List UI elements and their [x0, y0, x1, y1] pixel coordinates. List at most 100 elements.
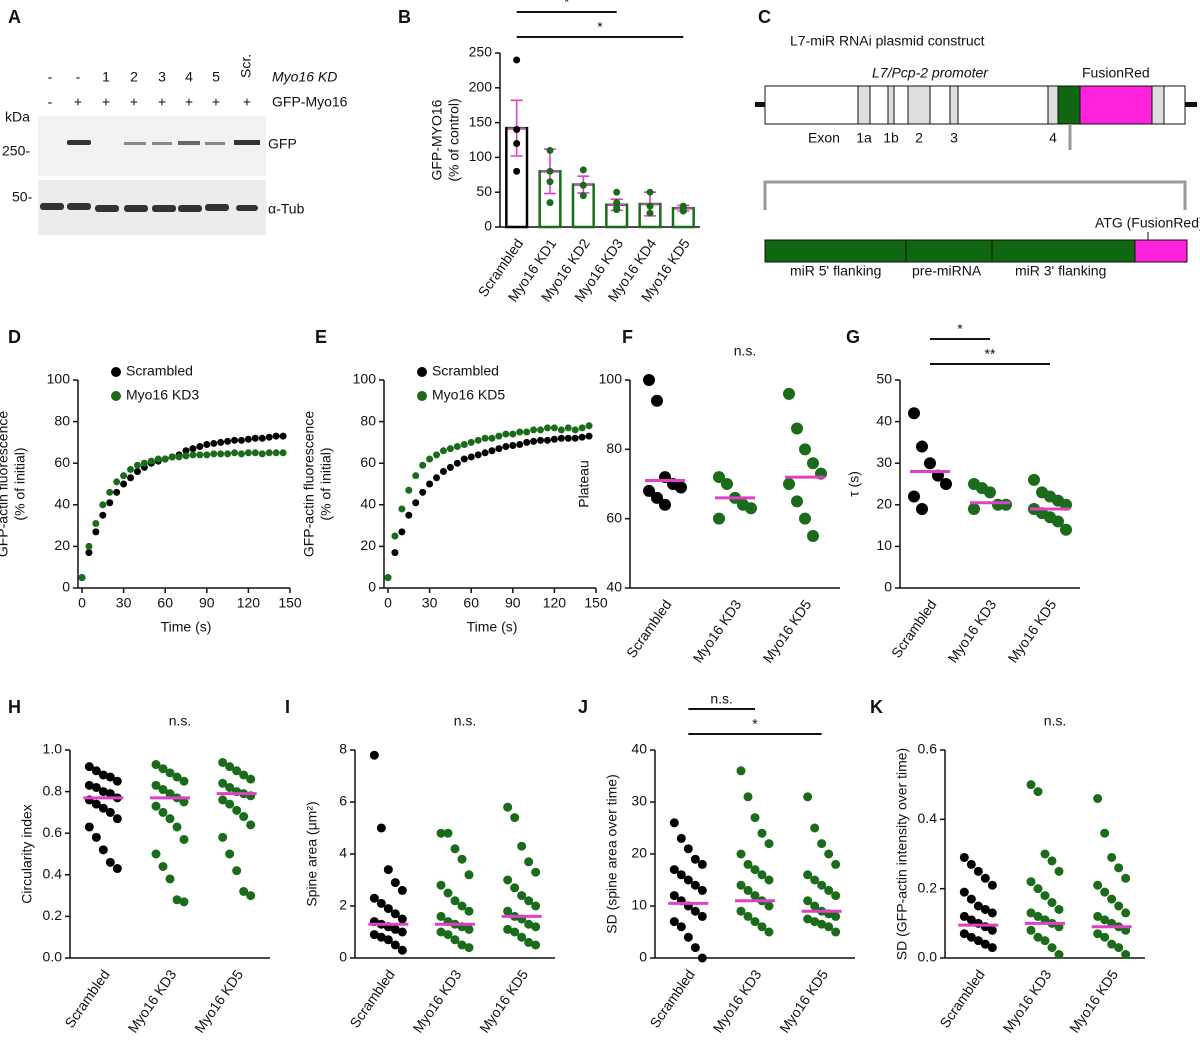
data-point — [531, 940, 541, 950]
panel-letter: C — [758, 7, 771, 27]
data-point — [807, 530, 819, 542]
data-point — [503, 924, 513, 934]
x-tick-label: 90 — [199, 595, 215, 611]
x-tick-label: Scrambled — [346, 967, 397, 1031]
significance-label: n.s. — [710, 691, 733, 707]
data-point — [369, 930, 379, 940]
data-point — [203, 440, 211, 448]
data-point — [697, 911, 707, 921]
significance-label: n.s. — [734, 343, 757, 359]
data-point — [757, 828, 767, 838]
y-tick-label: 0.4 — [43, 866, 63, 882]
data-point — [84, 762, 94, 772]
data-point — [151, 780, 161, 790]
significance-label: n.s. — [454, 713, 477, 729]
data-point — [239, 886, 249, 896]
data-point — [158, 764, 168, 774]
data-point — [1121, 950, 1131, 960]
data-point — [158, 807, 168, 817]
data-point — [676, 833, 686, 843]
data-point — [810, 917, 820, 927]
data-point — [1052, 515, 1064, 528]
data-point — [987, 925, 997, 935]
x-tick-label: 120 — [543, 595, 567, 611]
data-point — [669, 891, 679, 901]
data-point — [1100, 915, 1110, 925]
data-point — [265, 449, 273, 457]
data-point — [457, 940, 467, 950]
significance-label: * — [564, 0, 570, 10]
legend-marker — [111, 391, 121, 401]
y-tick-label: 200 — [469, 79, 493, 95]
data-point — [91, 766, 101, 776]
y-tick-label: 150 — [469, 113, 493, 129]
data-point — [151, 849, 161, 859]
x-axis-label: Time (s) — [467, 619, 518, 635]
data-point — [481, 434, 489, 442]
data-point — [646, 188, 654, 196]
x-tick-label: Myo16 KD5 — [1004, 597, 1059, 666]
data-point — [98, 845, 108, 855]
y-tick-label: 40 — [631, 741, 647, 757]
lane-label: + — [185, 94, 193, 110]
data-point — [120, 480, 128, 488]
data-point — [113, 478, 121, 486]
x-tick-label: Myo16 KD3 — [999, 967, 1054, 1036]
data-point — [578, 433, 586, 441]
data-point — [217, 438, 225, 446]
data-point — [464, 924, 474, 934]
lane-label: + — [212, 94, 220, 110]
data-point — [537, 426, 545, 434]
data-point — [675, 481, 687, 494]
data-point — [523, 428, 531, 436]
y-tick-label: 0.2 — [918, 879, 938, 895]
data-point — [1047, 943, 1057, 953]
data-point — [579, 181, 587, 189]
data-point — [517, 891, 527, 901]
data-point — [224, 450, 232, 458]
data-point — [426, 480, 434, 488]
data-point — [966, 932, 976, 942]
data-point — [530, 426, 538, 434]
data-point — [457, 901, 467, 911]
data-point — [390, 924, 400, 934]
data-point — [224, 437, 232, 445]
data-point — [279, 449, 287, 457]
data-point — [91, 832, 101, 842]
data-point — [764, 927, 774, 937]
data-point — [697, 859, 707, 869]
y-axis-label: Circularity index — [19, 804, 35, 904]
data-point — [613, 206, 621, 214]
data-point — [1047, 898, 1057, 908]
data-point — [831, 911, 841, 921]
data-point — [172, 822, 182, 832]
data-point — [453, 443, 461, 451]
y-tick-label: 40 — [360, 496, 376, 512]
data-point — [140, 459, 148, 467]
data-point — [697, 953, 707, 963]
data-point — [265, 433, 273, 441]
data-point — [1040, 936, 1050, 946]
data-point — [531, 867, 541, 877]
data-point — [217, 450, 225, 458]
x-tick-label: Myo16 KD5 — [191, 967, 246, 1036]
y-tick-label: 40 — [54, 496, 70, 512]
data-point — [1033, 911, 1043, 921]
data-point — [106, 499, 114, 507]
data-point — [225, 782, 235, 792]
data-point — [1114, 863, 1124, 873]
data-point — [85, 542, 93, 550]
segment-label: pre-miRNA — [912, 263, 982, 279]
data-point — [683, 932, 693, 942]
data-point — [203, 451, 211, 459]
x-tick-label: Scrambled — [61, 967, 112, 1031]
data-point — [179, 776, 189, 786]
data-point — [643, 484, 655, 497]
data-point — [578, 424, 586, 432]
significance-label: n.s. — [169, 713, 192, 729]
data-point — [390, 909, 400, 919]
data-point — [99, 501, 107, 509]
data-point — [1107, 894, 1117, 904]
y-axis-label: Spine area (μm²) — [304, 801, 320, 906]
y-tick-label: 20 — [360, 537, 376, 553]
